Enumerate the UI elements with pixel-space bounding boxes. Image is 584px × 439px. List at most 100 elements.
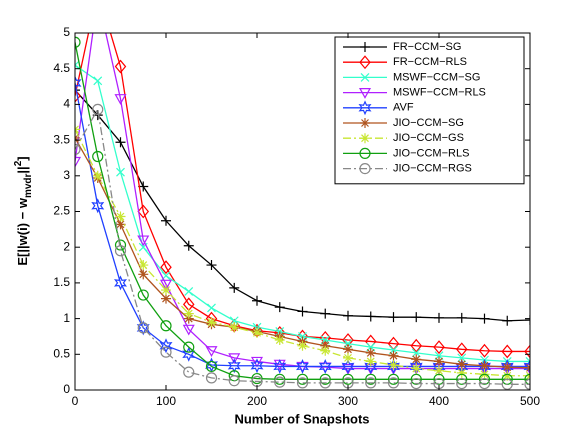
data-point — [75, 85, 80, 96]
data-point — [75, 36, 81, 48]
data-point — [296, 373, 309, 385]
data-point — [161, 285, 171, 296]
data-point — [319, 362, 332, 374]
data-point — [92, 150, 104, 163]
series-line — [75, 42, 530, 380]
data-point — [138, 260, 149, 271]
y-tick-label: 1.5 — [53, 275, 70, 289]
data-point — [137, 289, 149, 301]
x-tick-label: 0 — [72, 394, 79, 408]
data-point — [434, 356, 444, 367]
legend-label: MSWF−CCM−SG — [393, 71, 480, 83]
data-point — [525, 315, 530, 326]
data-point — [365, 373, 377, 385]
data-point — [456, 312, 467, 323]
data-point — [411, 348, 421, 358]
legend-marker — [358, 100, 372, 116]
data-point — [478, 377, 491, 390]
data-point — [114, 59, 127, 74]
data-point — [341, 358, 355, 374]
data-point — [388, 312, 399, 323]
data-point — [296, 377, 309, 389]
data-point — [455, 342, 468, 357]
data-point — [115, 211, 126, 222]
data-point — [205, 372, 218, 384]
legend-marker — [360, 133, 370, 144]
data-point — [343, 344, 353, 355]
y-tick-label: 5 — [63, 25, 70, 39]
data-point — [387, 377, 400, 389]
data-point — [456, 367, 467, 378]
data-point — [319, 373, 331, 385]
legend-label: JIO−CCM−RGS — [393, 163, 472, 175]
data-point — [184, 287, 194, 296]
data-point — [296, 358, 309, 374]
data-point — [297, 340, 308, 351]
legend-label: JIO−CCM−GS — [393, 132, 464, 144]
data-point — [114, 275, 127, 291]
data-point — [478, 373, 491, 385]
data-point — [343, 310, 353, 321]
data-point — [183, 308, 194, 319]
data-point — [478, 343, 491, 358]
y-tick-label: 0.5 — [53, 346, 70, 360]
data-point — [183, 240, 194, 251]
data-point — [456, 377, 468, 390]
data-point — [137, 204, 150, 219]
data-point — [343, 352, 353, 363]
data-point — [502, 315, 513, 326]
legend-label: MSWF−CCM−RLS — [393, 87, 486, 99]
data-point — [91, 198, 105, 214]
y-tick-label: 4 — [63, 97, 70, 111]
data-point — [115, 137, 126, 148]
data-point — [252, 295, 262, 306]
data-point — [92, 170, 103, 181]
data-point — [502, 370, 513, 381]
y-label-main: E[||w(i) − w — [15, 197, 30, 265]
data-point — [410, 377, 422, 390]
data-point — [229, 282, 240, 293]
data-point — [228, 353, 241, 365]
plot-content — [75, 33, 530, 390]
data-point — [434, 312, 444, 323]
data-point — [75, 156, 82, 168]
data-point — [365, 377, 377, 389]
data-point — [207, 303, 216, 313]
x-tick-label: 100 — [156, 394, 176, 408]
data-point — [320, 308, 331, 319]
data-point — [523, 358, 530, 374]
data-point — [251, 372, 263, 385]
data-point — [502, 362, 513, 373]
data-point — [160, 260, 172, 275]
data-point — [411, 354, 422, 365]
data-point — [411, 363, 422, 374]
legend-marker — [359, 147, 371, 159]
data-point — [479, 313, 490, 324]
data-point — [501, 378, 513, 390]
legend-label: FR−CCM−SG — [393, 41, 461, 53]
legend-marker — [359, 163, 371, 175]
data-point — [205, 360, 218, 373]
data-point — [318, 358, 332, 374]
data-point — [410, 338, 423, 353]
data-point — [252, 327, 262, 338]
data-point — [228, 375, 240, 387]
data-point — [297, 306, 308, 317]
data-point — [161, 293, 171, 304]
legend-marker — [359, 55, 371, 70]
data-point — [114, 245, 127, 257]
data-point — [388, 360, 399, 371]
data-point — [364, 358, 378, 374]
series-line — [75, 107, 530, 385]
data-point — [273, 358, 287, 374]
data-point — [93, 76, 103, 86]
legend-label: AVF — [393, 102, 414, 114]
legend-marker — [360, 72, 370, 82]
data-point — [365, 311, 376, 322]
data-point — [320, 345, 331, 356]
data-point — [183, 366, 195, 378]
y-label-sub: mvdr — [23, 173, 34, 198]
data-point — [136, 320, 150, 336]
data-point — [387, 358, 400, 374]
